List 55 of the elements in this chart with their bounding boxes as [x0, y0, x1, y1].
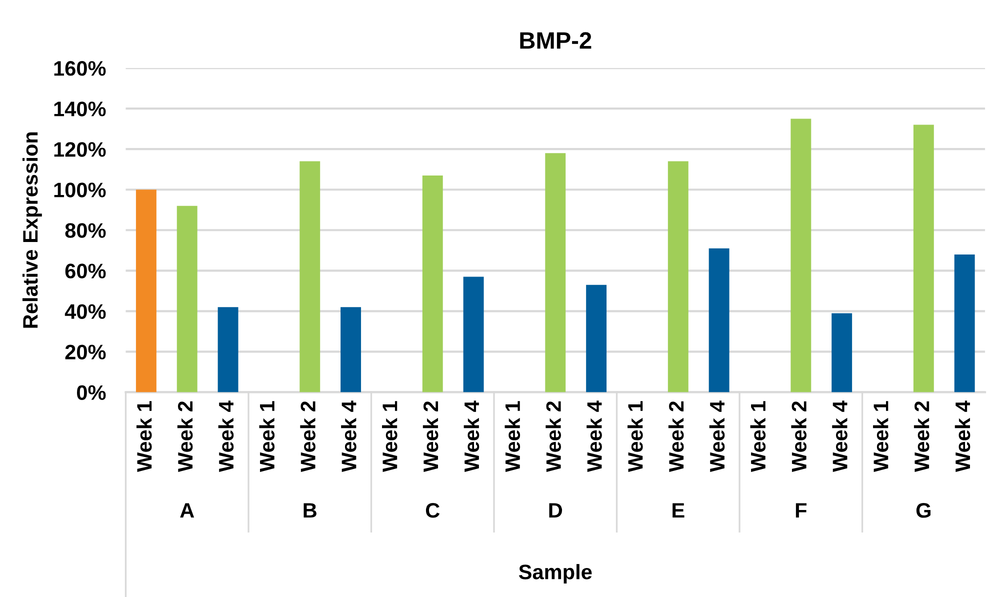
x-tick-label: Week 2: [668, 401, 684, 472]
text: E: [672, 503, 684, 518]
text: G: [916, 503, 930, 518]
x-tick-label: Week 4: [464, 400, 480, 472]
x-tick-label: Week 1: [873, 401, 888, 472]
text: D: [549, 503, 562, 518]
bar: [136, 190, 156, 392]
x-tick-label: Week 2: [914, 401, 930, 472]
text: F: [796, 503, 807, 518]
bar: [463, 276, 484, 392]
bar: [790, 118, 812, 392]
text: C: [426, 503, 440, 518]
bar: [832, 313, 852, 392]
x-tick-label: Week 1: [750, 401, 766, 472]
y-tick-label: 20%: [65, 344, 106, 360]
text: B: [304, 503, 316, 518]
x-tick-label: Week 1: [382, 401, 398, 472]
y-tick-label: 100%: [54, 182, 106, 198]
bar: [300, 161, 320, 392]
bar: [340, 307, 362, 392]
y-tick-label: 60%: [65, 264, 106, 278]
bar: [586, 284, 607, 392]
y-tick-label: 160%: [54, 61, 106, 76]
y-tick-label: 120%: [54, 142, 106, 157]
x-tick-label: Week 1: [136, 401, 152, 472]
bar: [913, 124, 934, 392]
x-tick-label: Week 4: [218, 400, 234, 472]
text: A: [180, 503, 194, 518]
bar: [708, 248, 730, 392]
y-tick-label: 40%: [64, 304, 106, 319]
x-tick-label: Week 2: [791, 401, 806, 472]
bar: [176, 206, 198, 392]
chart-title: BMP-2: [520, 32, 592, 49]
bar: [422, 175, 443, 392]
bar: [668, 161, 688, 392]
y-tick-label: 80%: [65, 223, 106, 238]
bar: [954, 254, 975, 392]
x-tick-label: Week 4: [586, 400, 602, 472]
x-tick-label: Week 4: [832, 400, 848, 472]
x-tick-label: Week 1: [259, 401, 275, 472]
x-tick-label: Week 2: [422, 401, 438, 472]
y-tick-label: 140%: [54, 102, 106, 116]
x-tick-label: Week 1: [504, 401, 520, 472]
x-tick-label: Week 2: [300, 401, 316, 472]
x-tick-label: Week 4: [709, 400, 725, 472]
x-axis-title: Sample: [518, 564, 592, 584]
y-tick-label: 0%: [77, 385, 106, 400]
x-tick-label: Week 1: [628, 401, 643, 472]
x-tick-label: Week 4: [341, 400, 356, 472]
x-tick-label: Week 2: [546, 401, 561, 472]
y-axis-title: Relative Expression: [22, 132, 42, 328]
x-tick-label: Week 4: [954, 400, 970, 472]
x-tick-label: Week 2: [177, 401, 193, 472]
bar: [218, 307, 238, 392]
bar: [545, 153, 566, 392]
